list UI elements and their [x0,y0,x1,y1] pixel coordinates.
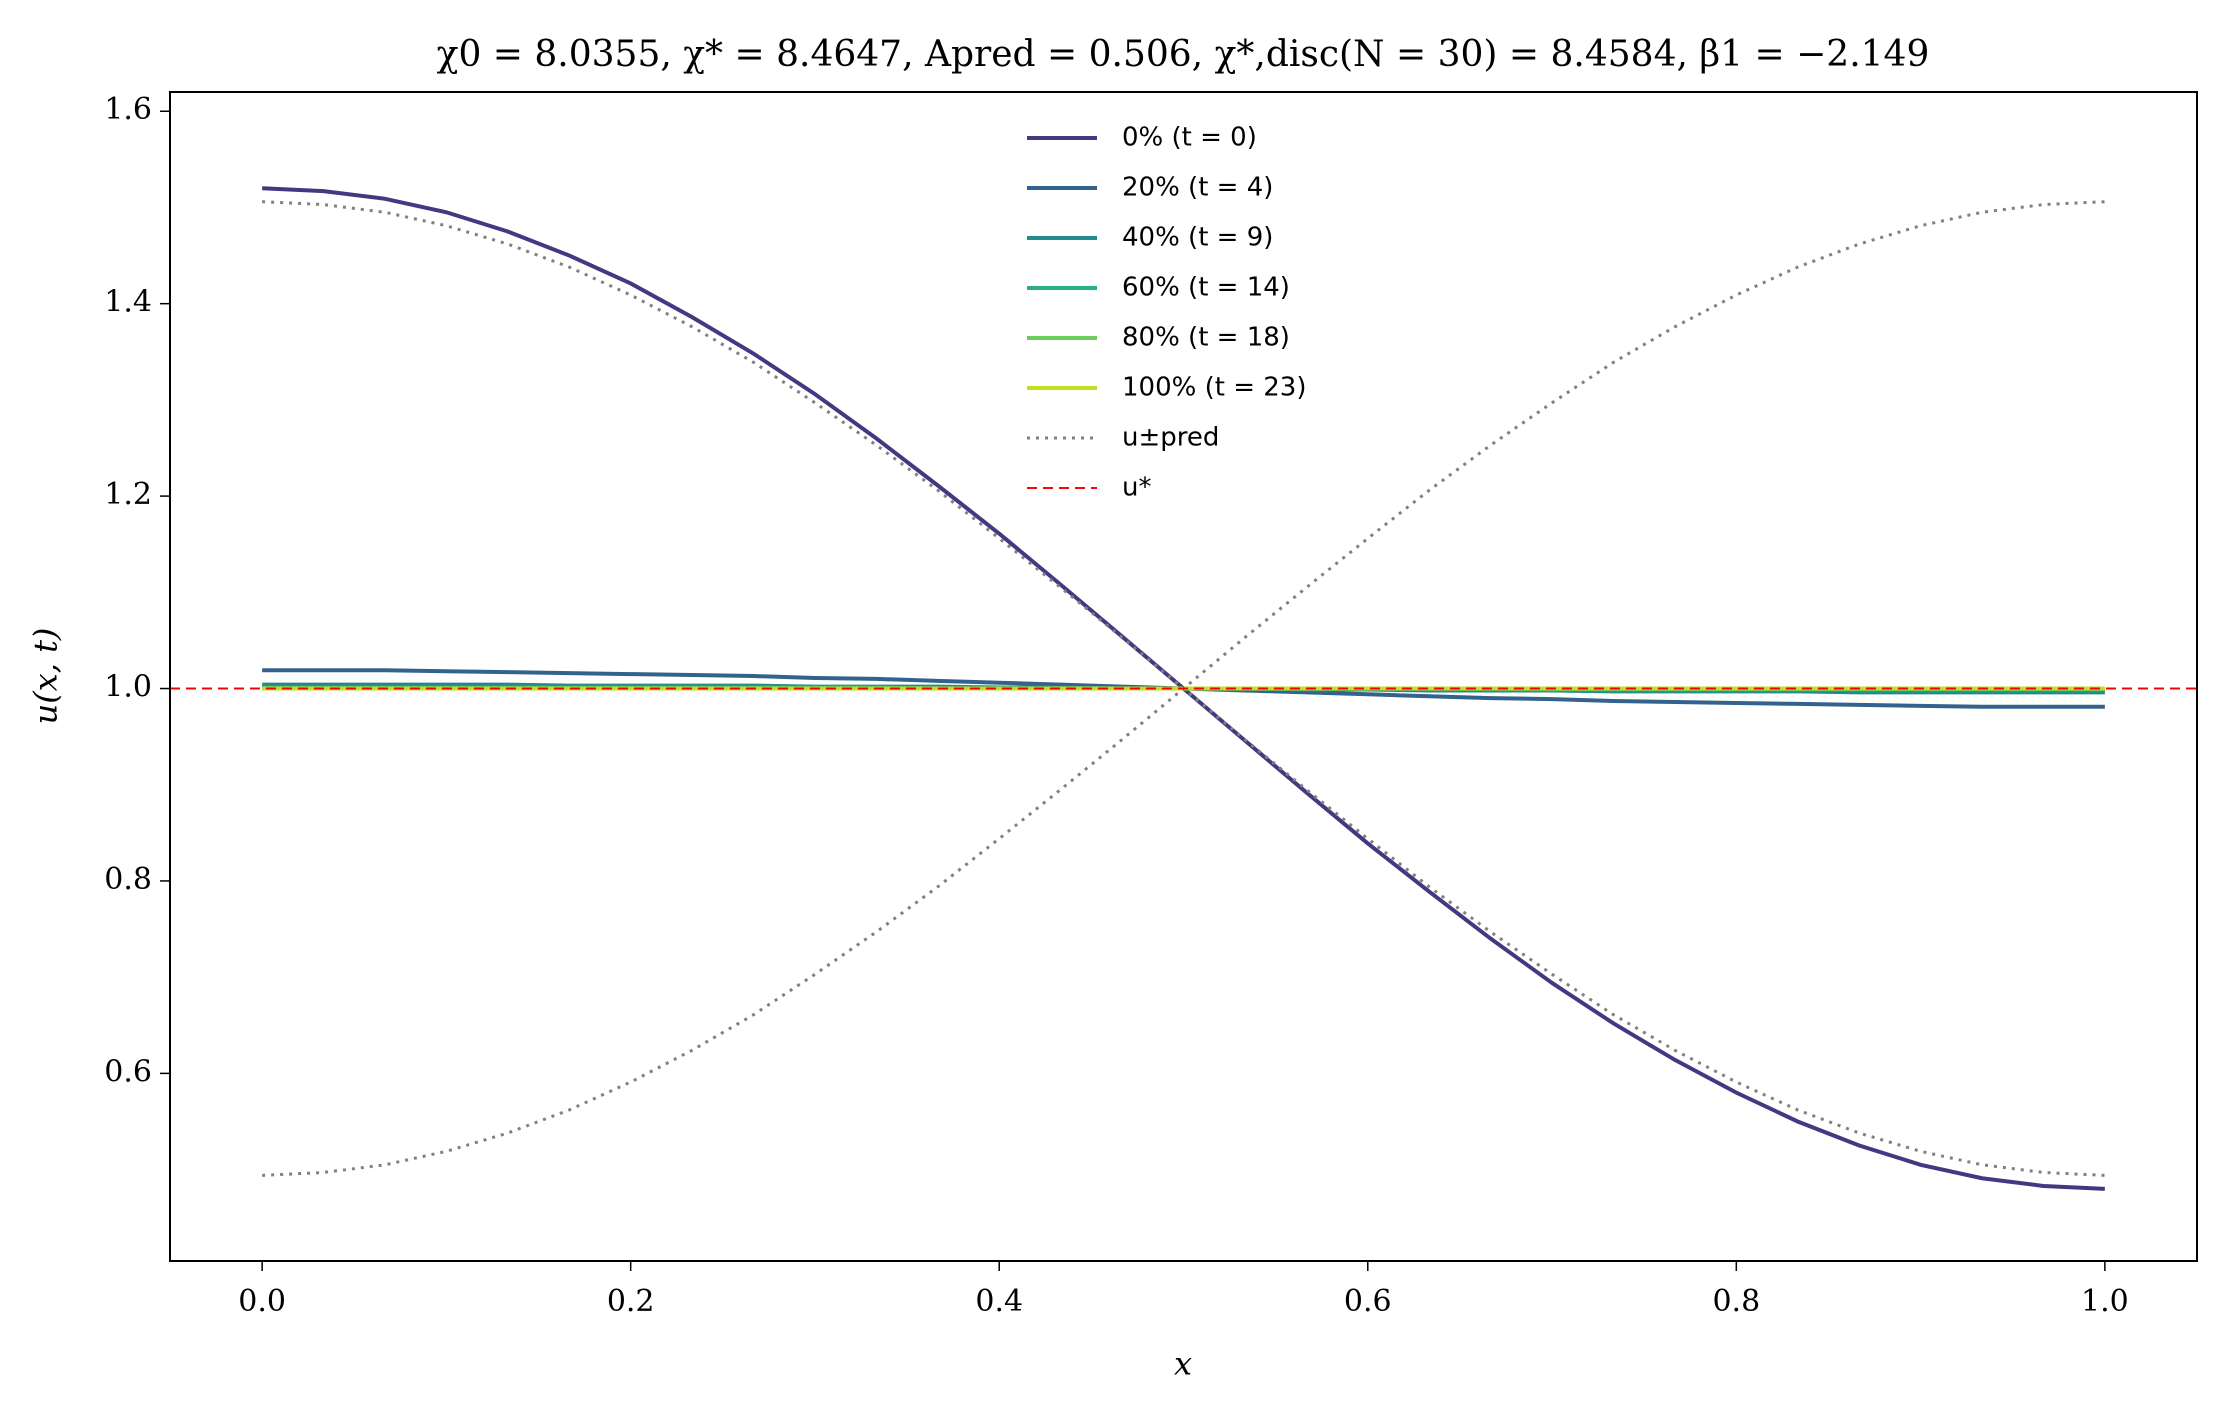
y-tick-label: 1.4 [104,285,152,320]
x-tick-label: 1.0 [2081,1284,2129,1319]
legend-label: 40% (t = 9) [1122,223,1273,253]
chart-title: χ0 = 8.0355, χ* = 8.4647, Apred = 0.506,… [437,34,1930,75]
x-tick-label: 0.8 [1712,1284,1760,1319]
legend-label: u±pred [1122,423,1219,453]
legend-label: 80% (t = 18) [1122,323,1290,353]
x-axis-label: x [1174,1345,1192,1383]
x-tick-label: 0.0 [238,1284,286,1319]
x-tick-label: 0.6 [1344,1284,1392,1319]
legend-label: 20% (t = 4) [1122,173,1273,203]
y-axis-label: u(x, t) [27,628,65,725]
y-tick-label: 1.6 [104,92,152,127]
legend-label: u* [1122,473,1151,503]
legend-label: 100% (t = 23) [1122,373,1306,403]
y-tick-label: 0.6 [104,1054,152,1089]
legend-label: 60% (t = 14) [1122,273,1290,303]
y-tick-label: 1.2 [104,477,152,512]
y-tick-label: 0.8 [104,862,152,897]
x-tick-label: 0.4 [975,1284,1023,1319]
x-tick-label: 0.2 [607,1284,655,1319]
legend-label: 0% (t = 0) [1122,123,1257,153]
plot-frame [169,91,2198,1262]
y-tick-label: 1.0 [104,670,152,705]
